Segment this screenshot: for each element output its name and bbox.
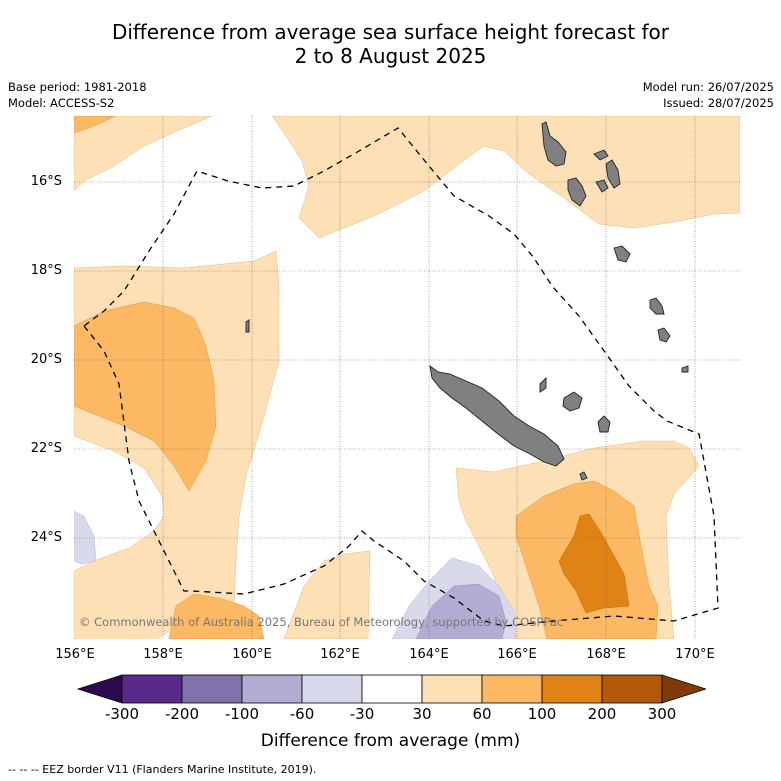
colorbar-label-minus100: -100 [224, 705, 260, 723]
colorbar-label-200: 200 [587, 705, 617, 723]
contour-neg60-bottom [415, 583, 507, 639]
island-walpole [245, 319, 250, 333]
lat-tick-24s: 24°S [30, 530, 62, 545]
colorbar-label-minus200: -200 [164, 705, 200, 723]
lon-tick-156e: 156°E [55, 647, 95, 662]
colorbar-cell-6 [421, 674, 483, 704]
lon-tick-164e: 164°E [409, 647, 449, 662]
issued-date: Issued: 28/07/2025 [663, 96, 774, 110]
island-mare [597, 415, 611, 433]
lon-tick-162e: 162°E [320, 647, 360, 662]
colorbar-extend-low [76, 674, 123, 704]
contour-pos60-top-left [74, 116, 117, 134]
colorbar-label-minus60: -60 [289, 705, 315, 723]
eez-legend-note: -- -- -- EEZ border V11 (Flanders Marine… [8, 763, 317, 776]
vanuatu-aneityum [657, 327, 671, 343]
colorbar-extend-high [661, 674, 706, 704]
lon-tick-166e: 166°E [497, 647, 537, 662]
lat-tick-16s: 16°S [30, 174, 62, 189]
new-caledonia-island [429, 364, 565, 467]
lon-tick-170e: 170°E [675, 647, 715, 662]
colorbar-cell-4 [301, 674, 363, 704]
sea-surface-height-map: © Commonwealth of Australia 2025, Bureau… [74, 116, 740, 639]
colorbar-label-100: 100 [527, 705, 557, 723]
colorbar-cell-8 [541, 674, 603, 704]
lat-tick-20s: 20°S [30, 352, 62, 367]
vanuatu-espiritu-santo [541, 121, 567, 167]
vanuatu-futuna [681, 365, 689, 373]
island-isle-of-pines [579, 471, 588, 481]
vanuatu-erromango [613, 245, 631, 263]
lon-tick-168e: 168°E [586, 647, 626, 662]
colorbar-cell-3 [241, 674, 303, 704]
vanuatu-tanna [649, 297, 665, 315]
model-name: Model: ACCESS-S2 [8, 96, 115, 110]
colorbar-cell-9 [601, 674, 663, 704]
colorbar-cell-2 [181, 674, 243, 704]
model-run: Model run: 26/07/2025 [642, 80, 774, 94]
eez-border [83, 127, 719, 627]
contour-pos-top [271, 116, 740, 239]
colorbar-cell-7 [481, 674, 543, 704]
contour-pos-top-left [74, 116, 213, 192]
title-line-1: Difference from average sea surface heig… [111, 20, 670, 44]
colorbar-label-300: 300 [647, 705, 677, 723]
colorbar-label-30: 30 [412, 705, 432, 723]
vanuatu-island-small-1 [593, 149, 609, 161]
copyright-overlay: © Commonwealth of Australia 2025, Bureau… [79, 615, 563, 629]
island-ouvea [539, 376, 547, 393]
lat-tick-22s: 22°S [30, 441, 62, 456]
vanuatu-malekula [567, 177, 587, 207]
colorbar-label-60: 60 [472, 705, 492, 723]
title-line-2: 2 to 8 August 2025 [294, 44, 487, 68]
lon-tick-158e: 158°E [143, 647, 183, 662]
contour-pos60-bottom-mid [168, 593, 265, 639]
colorbar-title: Difference from average (mm) [260, 731, 521, 751]
contour-pos100-bottom-right [558, 513, 630, 614]
contour-pos60-left [74, 301, 217, 492]
base-period: Base period: 1981-2018 [8, 80, 147, 94]
vanuatu-ambrym [605, 159, 621, 189]
contour-neg-left [74, 510, 97, 565]
island-lifou [562, 391, 583, 412]
lat-tick-18s: 18°S [30, 263, 62, 278]
contour-pos-bottom-mid [283, 550, 371, 639]
colorbar [76, 674, 706, 704]
colorbar-label-minus30: -30 [349, 705, 375, 723]
colorbar-cell-1 [121, 674, 183, 704]
lon-tick-160e: 160°E [232, 647, 272, 662]
colorbar-label-minus300: -300 [104, 705, 140, 723]
vanuatu-efate [595, 179, 609, 193]
colorbar-cell-5 [361, 674, 423, 704]
